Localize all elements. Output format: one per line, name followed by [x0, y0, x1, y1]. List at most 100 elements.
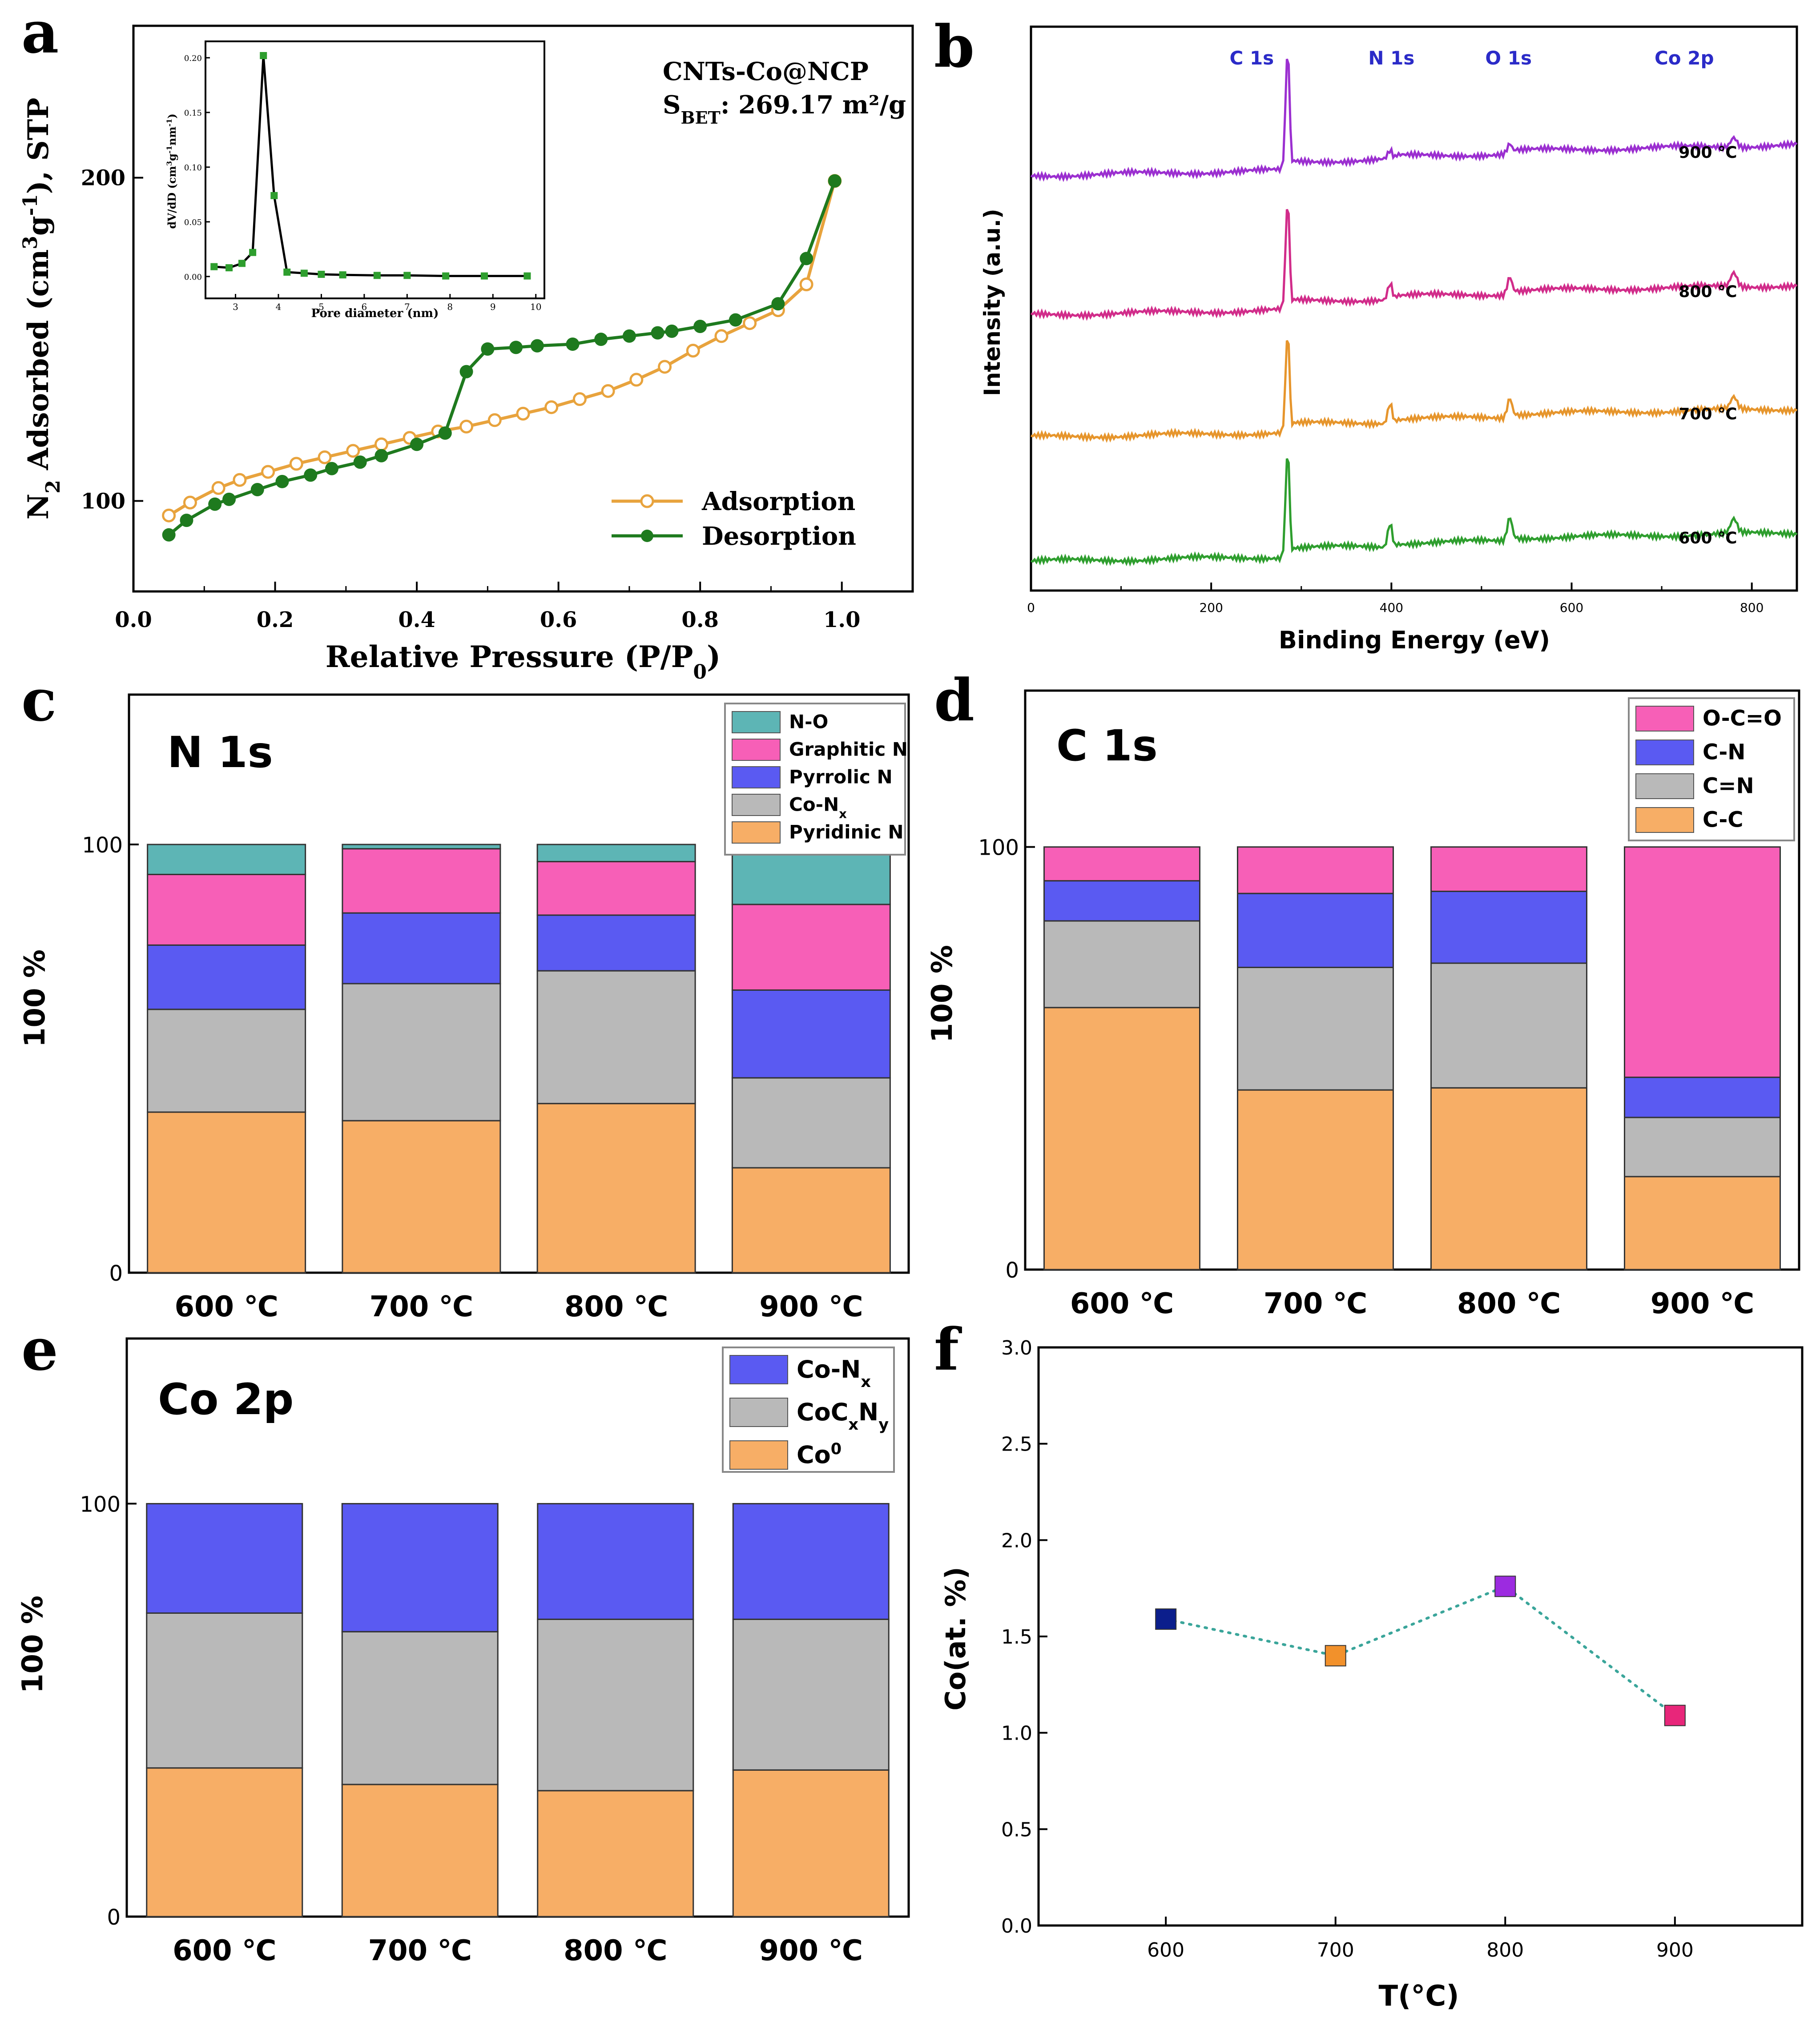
x-tick-label-f: 700 [1317, 1939, 1354, 1962]
x-axis-label-b: Binding Energy (eV) [1279, 626, 1550, 654]
bar-segment [1237, 966, 1394, 1091]
bars-c: 600 ℃ 700 ℃ 800 ℃ 900 ℃ 0 100 [82, 833, 891, 1323]
bar-segment [342, 983, 501, 1122]
x-tick-label: 800 ℃ [564, 1934, 667, 1967]
data-point-adsorption [743, 316, 757, 330]
inset-data-point [283, 268, 291, 276]
y-tick-label-f: 0.0 [1001, 1915, 1032, 1938]
bar-segment [536, 861, 696, 916]
bar-segment [342, 844, 501, 850]
data-point-desorption [622, 329, 636, 343]
legend-swatch [1635, 807, 1694, 833]
bar-segment [1043, 1007, 1200, 1270]
data-point-desorption [438, 426, 452, 440]
legend-label: Graphitic N [789, 738, 908, 760]
inset-x-tick-label: 9 [490, 301, 496, 312]
data-point-adsorption [714, 329, 729, 343]
bar-segment [147, 944, 306, 1010]
inset-data-point [318, 270, 325, 278]
data-point-desorption [162, 528, 176, 542]
spectrum-label: 800 ℃ [1679, 283, 1737, 301]
legend-marker-desorption [641, 530, 653, 542]
spectrum-line [1031, 209, 1798, 321]
y-axis-label-d: 100 % [926, 945, 959, 1043]
data-point-adsorption [487, 413, 502, 427]
bar-segment [732, 1769, 890, 1917]
x-tick-label-a: 0.8 [681, 607, 719, 632]
data-point-adsorption [261, 465, 275, 479]
bar-segment [1430, 846, 1587, 892]
legend-label: C=N [1703, 774, 1754, 799]
inset-y-tick-label: 0.10 [184, 163, 202, 173]
bar-segment [731, 989, 891, 1079]
legend-label-subscript: x [839, 807, 847, 821]
legend-swatch [1635, 740, 1694, 765]
data-point-adsorption [374, 437, 388, 451]
bar-segment [732, 1503, 890, 1620]
y-tick-label: 100 [978, 836, 1019, 860]
x-tick-label-a: 0.4 [398, 607, 435, 632]
inset-data-point [270, 192, 278, 199]
inset-y-tick-label: 0.00 [184, 273, 202, 282]
spectrum-label: 900 ℃ [1679, 144, 1737, 162]
x-tick-label-b: 400 [1380, 600, 1403, 615]
inset-x-tick-label: 10 [530, 301, 541, 312]
bar-segment [1430, 1087, 1587, 1270]
bar-segment [1043, 880, 1200, 922]
inset-a: 3 4 5 6 7 8 9 10 0.00 0.05 0.10 0.15 0.20 Pore diame… [165, 40, 545, 320]
legend-label-subscript: x [861, 1372, 871, 1391]
bars-d: 600 ℃ 700 ℃ 800 ℃ 900 ℃ 0 100 [978, 836, 1781, 1320]
legend-label: Pyrrolic N [789, 766, 893, 788]
bar-segment [537, 1790, 694, 1917]
bar-segment [341, 1631, 499, 1785]
data-point-desorption [651, 326, 664, 340]
peak-label: O 1s [1485, 47, 1532, 69]
data-point-desorption [410, 438, 424, 451]
bars-e: 600 ℃ 700 ℃ 800 ℃ 900 ℃ 0 100 [80, 1492, 890, 1967]
inset-data-point [238, 260, 246, 267]
bar-segment [731, 1077, 891, 1169]
data-point-desorption [771, 297, 785, 311]
inset-data-point [260, 52, 267, 59]
bar-segment [731, 1167, 891, 1274]
bar-segment [147, 1009, 306, 1113]
inset-data-point [300, 269, 308, 277]
legend-label-superscript: 0 [831, 1439, 842, 1458]
inset-data-point [339, 271, 346, 279]
x-axis-b: 0 200 400 600 800 C 1s N 1s O 1s Co 2p [1027, 47, 1764, 615]
data-point-adsorption [658, 360, 672, 374]
panel-letter-b: b [934, 12, 974, 80]
data-point-adsorption [318, 450, 332, 464]
inset-data-point [403, 272, 411, 279]
spectrum-line [1031, 458, 1798, 567]
data-point-desorption [693, 319, 707, 333]
legend-swatch [732, 821, 781, 844]
inset-x-tick-label: 6 [362, 301, 367, 312]
legend-swatch [729, 1355, 788, 1384]
x-tick-label-a: 0.2 [257, 607, 294, 632]
legend-swatch [729, 1398, 788, 1427]
inset-data-point [225, 264, 233, 272]
bar-segment [342, 1120, 501, 1274]
inset-data-point [442, 272, 450, 280]
x-tick-label-b: 200 [1199, 600, 1223, 615]
data-point-desorption [509, 341, 523, 354]
y-tick-label-f: 1.0 [1001, 1722, 1032, 1745]
sbet-value: : 269.17 m²/g [721, 90, 906, 120]
legend-label-subscript: y [878, 1415, 889, 1433]
panel-c: 600 ℃ 700 ℃ 800 ℃ 900 ℃ 0 100 N 1s 100 % N-O G… [19, 693, 910, 1323]
peak-label: Co 2p [1655, 47, 1714, 69]
peak-label: C 1s [1230, 47, 1274, 69]
inset-x-tick-label: 4 [276, 301, 282, 312]
data-point-f [1325, 1645, 1346, 1667]
x-tick-label: 700 ℃ [370, 1290, 473, 1323]
data-point-f [1664, 1704, 1686, 1726]
y-axis-label-e: 100 % [16, 1596, 49, 1693]
bar-segment [147, 873, 306, 946]
legend-a: Adsorption Desorption [612, 487, 856, 551]
inset-x-label: Pore diameter (nm) [311, 307, 439, 320]
y-tick-label-f: 2.5 [1001, 1433, 1032, 1456]
y-tick-label-f: 1.5 [1001, 1626, 1032, 1648]
